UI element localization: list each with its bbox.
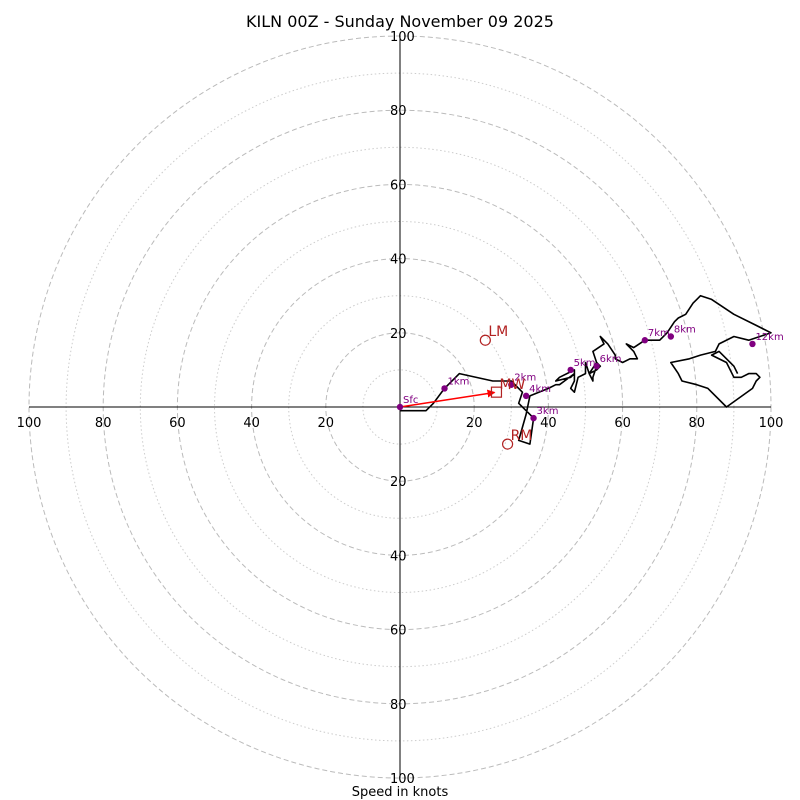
height-label-1km: 1km <box>448 376 470 387</box>
height-marker-12km <box>749 340 756 348</box>
x-tick-label: 20 <box>318 416 335 431</box>
height-markers: Sfc 1km 2km 3km 4km 5km 6km 7km 8km 12km <box>396 325 784 422</box>
height-marker-Sfc <box>396 403 404 411</box>
storm-label-LM: LM <box>488 324 508 340</box>
storm-marker-RM <box>501 438 514 450</box>
hodograph-trace <box>400 294 772 445</box>
height-label-5km: 5km <box>574 358 596 369</box>
height-marker-1km <box>441 385 448 392</box>
storm-marker-LM <box>479 334 491 346</box>
shear-vector <box>399 389 496 408</box>
chart-title: KILN 00Z - Sunday November 09 2025 <box>246 12 554 31</box>
height-label-2km: 2km <box>514 373 536 384</box>
tick-labels: 100 80 60 40 20 20 40 60 80 100 100 80 60 40 20 20 40 60 8… <box>17 30 784 787</box>
storm-motion-markers: LM RM MW <box>479 324 533 450</box>
height-label-3km: 3km <box>537 406 559 417</box>
height-marker-5km <box>567 366 574 374</box>
x-tick-label: 40 <box>540 416 557 431</box>
height-label-12km: 12km <box>755 332 783 343</box>
y-tick-label: 20 <box>390 327 407 342</box>
shear-arrow <box>399 389 496 408</box>
storm-label-RM: RM <box>511 428 533 444</box>
x-tick-label: 80 <box>689 416 706 431</box>
height-label-4km: 4km <box>529 384 551 395</box>
hodograph-line <box>400 294 772 445</box>
height-label-6km: 6km <box>600 354 622 365</box>
height-label-7km: 7km <box>648 328 670 339</box>
x-axis-label: Speed in knots <box>352 785 449 800</box>
height-marker-7km <box>641 337 649 344</box>
x-tick-label: 40 <box>243 416 260 431</box>
y-tick-label: 80 <box>390 698 407 713</box>
height-marker-2km <box>508 381 515 388</box>
x-tick-label: 60 <box>614 416 631 431</box>
storm-label-MW: MW <box>499 377 525 393</box>
x-tick-label: 20 <box>466 416 483 431</box>
height-label-8km: 8km <box>674 325 696 336</box>
height-marker-6km <box>593 362 600 370</box>
x-tick-label: 60 <box>169 416 186 431</box>
y-tick-label: 40 <box>390 253 407 268</box>
y-tick-label: 60 <box>390 178 407 193</box>
y-tick-label: 40 <box>390 549 407 564</box>
height-marker-4km <box>522 392 530 400</box>
x-tick-label: 100 <box>759 416 784 431</box>
y-tick-label: 60 <box>390 624 407 639</box>
storm-marker-MW <box>490 386 503 398</box>
y-tick-label: 100 <box>390 772 415 787</box>
x-tick-label: 100 <box>17 416 42 431</box>
y-tick-label: 100 <box>390 30 415 45</box>
height-marker-3km <box>530 414 537 422</box>
height-label-Sfc: Sfc <box>403 395 418 406</box>
y-tick-label: 80 <box>390 104 407 119</box>
x-tick-label: 80 <box>95 416 112 431</box>
y-tick-label: 20 <box>390 475 407 490</box>
height-marker-8km <box>667 333 675 340</box>
